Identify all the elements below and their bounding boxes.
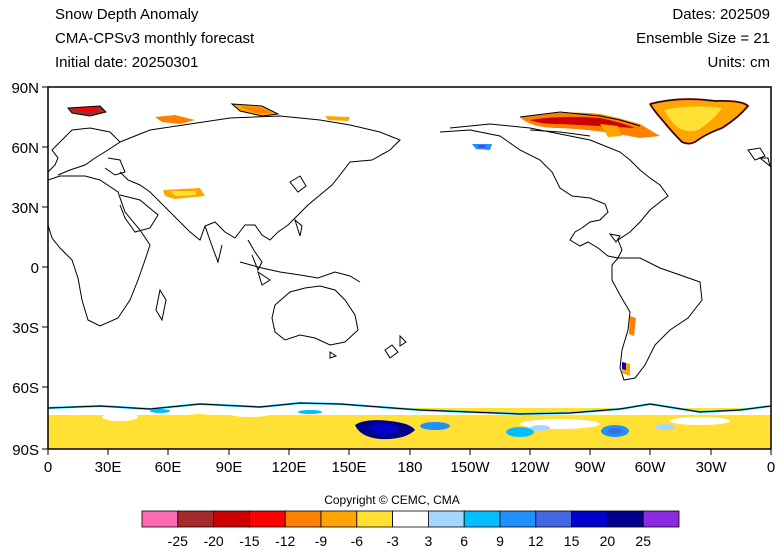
colorbar-swatch [535, 510, 572, 528]
colorbar-swatch [392, 510, 429, 528]
colorbar-label: 12 [528, 533, 544, 549]
lon-label-120w: 120W [510, 459, 550, 476]
lon-label-60e: 60E [155, 459, 182, 476]
map-plot-area [48, 98, 771, 449]
lon-label-90w: 90W [575, 459, 607, 476]
coastlines [48, 98, 771, 415]
antarctic-anomaly-field [48, 401, 771, 449]
colorbar-swatch [141, 510, 179, 528]
colorbar-label: -12 [275, 533, 295, 549]
colorbar-label: -6 [351, 533, 364, 549]
colorbar-label: -15 [239, 533, 259, 549]
greenland-anomaly [520, 98, 750, 145]
lat-label-eq: 0 [31, 260, 39, 277]
lon-label-60w: 60W [635, 459, 667, 476]
colorbar-swatch [356, 510, 393, 528]
colorbar-label: -20 [203, 533, 223, 549]
colorbar-swatch [607, 510, 644, 528]
colorbar-label: 25 [635, 533, 651, 549]
lat-label-30s: 30S [12, 320, 39, 337]
colorbar-swatch [463, 510, 501, 528]
lon-label-90e: 90E [216, 459, 243, 476]
lon-label-0-end: 0 [767, 459, 775, 476]
colorbar-label: 20 [600, 533, 616, 549]
lon-label-30e: 30E [95, 459, 122, 476]
lon-label-30w: 30W [696, 459, 728, 476]
units-label: Units: cm [707, 54, 770, 71]
lon-label-180: 180 [397, 459, 422, 476]
colorbar-swatch [642, 510, 680, 528]
colorbar-label: -25 [168, 533, 188, 549]
colorbar-label: 15 [564, 533, 580, 549]
lon-tick-labels: 0 30E 60E 90E 120E 150E 180 150W 120W 90… [44, 459, 775, 476]
colorbar-swatch [320, 510, 358, 528]
ensemble-size: Ensemble Size = 21 [636, 30, 770, 47]
map-title: Snow Depth Anomaly [55, 6, 199, 23]
colorbar-swatch [284, 510, 322, 528]
forecast-dates: Dates: 202509 [672, 6, 770, 23]
lon-label-150e: 150E [331, 459, 366, 476]
colorbar-swatch [427, 510, 465, 528]
colorbar-label: 6 [460, 533, 468, 549]
colorbar-label: 9 [496, 533, 504, 549]
lon-tick-marks [47, 449, 772, 455]
lat-label-90n: 90N [11, 80, 39, 97]
lat-label-60n: 60N [11, 140, 39, 157]
copyright-notice: Copyright © CEMC, CMA [324, 493, 460, 507]
lat-label-30n: 30N [11, 200, 39, 217]
colorbar-swatch [571, 510, 608, 528]
colorbar-label: -9 [315, 533, 328, 549]
colorbar-swatch [177, 510, 215, 528]
colorbar: -25 -20 -15 -12 -9 -6 -3 3 6 9 12 15 20 25 [141, 510, 680, 549]
colorbar-label: 3 [425, 533, 433, 549]
initial-date: Initial date: 20250301 [55, 54, 199, 71]
lat-label-90s: 90S [12, 442, 39, 459]
model-name: CMA-CPSv3 monthly forecast [55, 30, 255, 47]
colorbar-swatch [213, 510, 250, 528]
lat-tick-labels: 90N 60N 30N 0 30S 60S 90S [11, 80, 39, 459]
colorbar-swatch [499, 510, 537, 528]
map-frame [47, 86, 772, 450]
lon-label-120e: 120E [271, 459, 306, 476]
lon-label-0: 0 [44, 459, 52, 476]
colorbar-swatch [248, 510, 286, 528]
lat-tick-marks [42, 86, 48, 450]
lat-label-60s: 60S [12, 380, 39, 397]
colorbar-label: -3 [386, 533, 399, 549]
lon-label-150w: 150W [450, 459, 490, 476]
